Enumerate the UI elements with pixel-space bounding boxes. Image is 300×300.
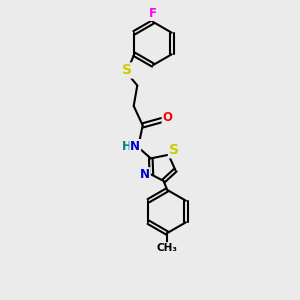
Text: H: H xyxy=(122,140,132,153)
Text: F: F xyxy=(149,7,157,20)
Text: S: S xyxy=(122,64,132,77)
Text: N: N xyxy=(140,168,150,181)
Text: S: S xyxy=(169,143,179,157)
Text: O: O xyxy=(163,111,172,124)
Text: N: N xyxy=(130,140,140,153)
Text: CH₃: CH₃ xyxy=(157,243,178,253)
